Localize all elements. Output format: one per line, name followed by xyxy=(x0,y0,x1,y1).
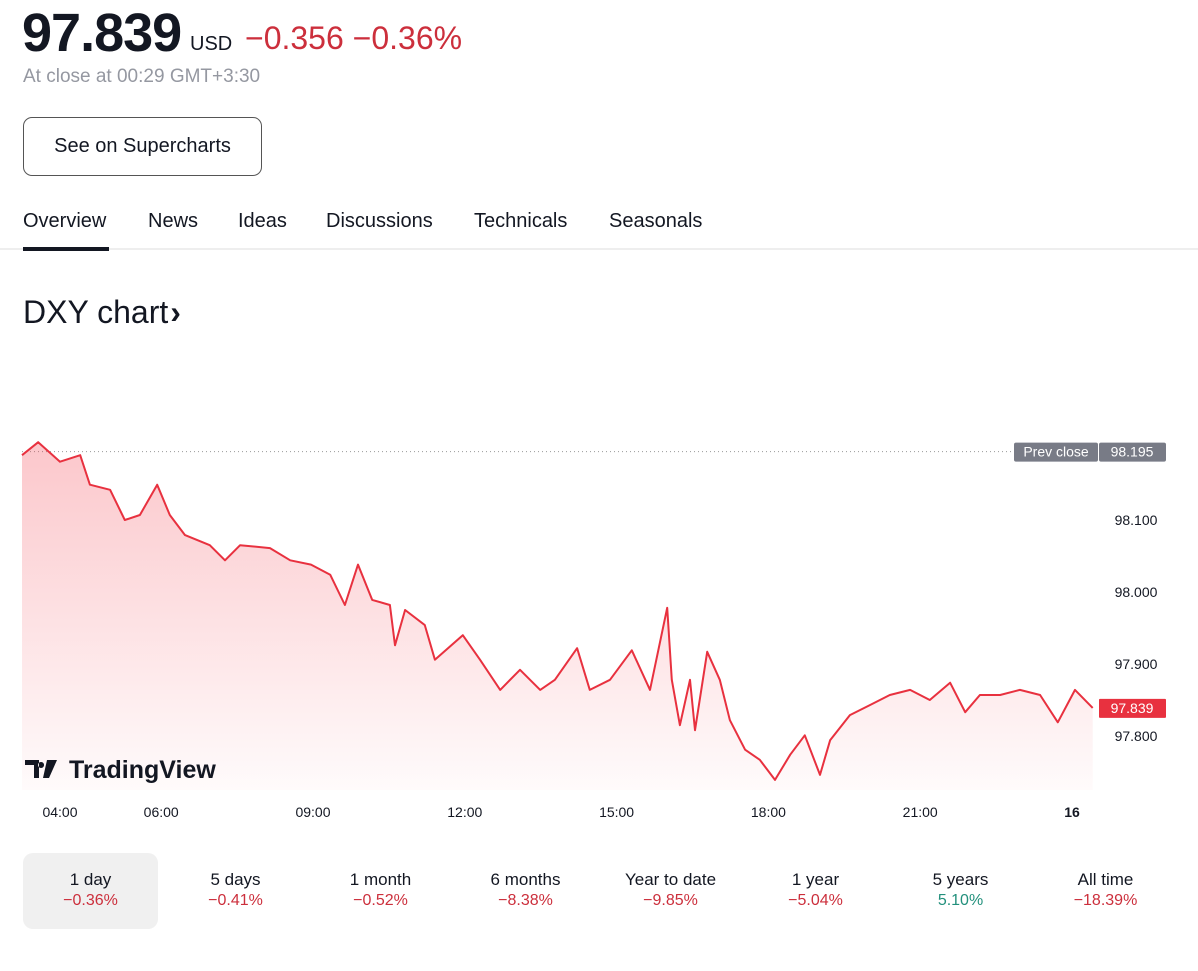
x-tick-label: 09:00 xyxy=(295,804,330,820)
period-change: −5.04% xyxy=(788,892,843,909)
period-label: 1 month xyxy=(349,870,412,889)
period-change: −18.39% xyxy=(1073,892,1138,909)
period-label: 1 year xyxy=(791,870,840,889)
period-label: 6 months xyxy=(490,870,561,889)
period-change: −9.85% xyxy=(643,892,698,909)
x-tick-label: 12:00 xyxy=(447,804,482,820)
y-tick-label: 98.100 xyxy=(1115,512,1158,528)
period-button-1-day[interactable]: 1 day −0.36% xyxy=(23,853,158,929)
period-label: 5 days xyxy=(210,870,261,889)
prev-close-badge: Prev close 98.195 xyxy=(1014,442,1166,462)
y-tick-label: 97.800 xyxy=(1115,728,1158,744)
last-price-badge: 97.839 xyxy=(1099,698,1166,718)
period-change: 5.10% xyxy=(937,892,984,909)
active-tab-indicator xyxy=(23,247,109,251)
chart-title-link[interactable]: DXY chart› xyxy=(23,294,181,331)
x-tick-label: 16 xyxy=(1064,804,1080,820)
period-button-all-time[interactable]: All time −18.39% xyxy=(1038,853,1173,929)
price-change: −0.356 −0.36% xyxy=(245,20,463,56)
tab-technicals[interactable]: Technicals xyxy=(474,210,568,232)
currency-label: USD xyxy=(190,33,233,55)
x-tick-label: 18:00 xyxy=(751,804,786,820)
prev-close-label: Prev close xyxy=(1023,444,1089,460)
see-on-supercharts-button[interactable]: See on Supercharts xyxy=(23,117,262,176)
price-value: 97.839 xyxy=(22,3,182,63)
y-tick-label: 97.900 xyxy=(1115,656,1158,672)
period-button-5-years[interactable]: 5 years 5.10% xyxy=(893,853,1028,929)
tab-divider xyxy=(0,248,1198,250)
x-tick-label: 04:00 xyxy=(42,804,77,820)
period-label: Year to date xyxy=(624,870,717,889)
chevron-right-icon: › xyxy=(170,294,181,330)
y-tick-label: 98.000 xyxy=(1115,584,1158,600)
tab-ideas[interactable]: Ideas xyxy=(238,210,287,232)
period-change: −8.38% xyxy=(498,892,553,909)
tab-news[interactable]: News xyxy=(148,210,199,232)
period-change: −0.41% xyxy=(208,892,263,909)
period-change: −0.52% xyxy=(353,892,408,909)
period-button-6-months[interactable]: 6 months −8.38% xyxy=(458,853,593,929)
tab-discussions[interactable]: Discussions xyxy=(326,210,433,232)
tab-overview[interactable]: Overview xyxy=(23,210,107,232)
close-time: At close at 00:29 GMT+3:30 xyxy=(23,66,261,87)
prev-close-value: 98.195 xyxy=(1111,444,1154,460)
price-area xyxy=(22,442,1093,790)
price-line xyxy=(21,441,1094,781)
period-label: All time xyxy=(1077,870,1134,889)
last-price-value: 97.839 xyxy=(1111,700,1154,716)
period-button-1-month[interactable]: 1 month −0.52% xyxy=(313,853,448,929)
period-button-5-days[interactable]: 5 days −0.41% xyxy=(168,853,303,929)
chart-title: DXY chart xyxy=(23,294,169,330)
x-tick-label: 15:00 xyxy=(599,804,634,820)
period-button-1-year[interactable]: 1 year −5.04% xyxy=(748,853,883,929)
period-change: −0.36% xyxy=(63,892,118,909)
tradingview-logo: TradingView xyxy=(25,756,216,784)
x-tick-label: 21:00 xyxy=(903,804,938,820)
period-label: 1 day xyxy=(69,870,112,889)
tradingview-logo-text: TradingView xyxy=(69,756,216,784)
period-label: 5 years xyxy=(932,870,989,889)
x-tick-label: 06:00 xyxy=(144,804,179,820)
period-button-year-to-date[interactable]: Year to date −9.85% xyxy=(603,853,738,929)
tab-seasonals[interactable]: Seasonals xyxy=(609,210,703,232)
